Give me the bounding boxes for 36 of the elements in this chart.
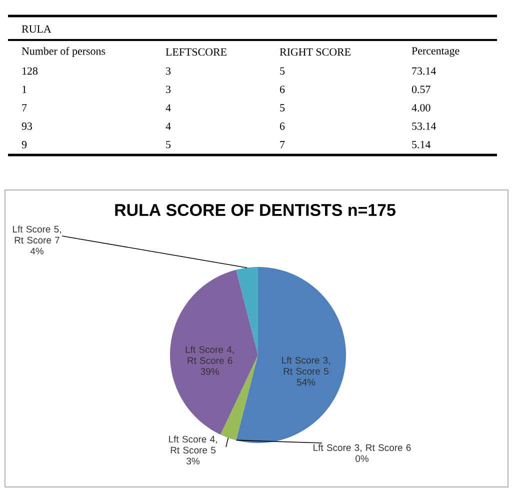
text: 7 bbox=[22, 104, 27, 112]
text: 5 bbox=[166, 140, 171, 148]
text: 53.14 bbox=[412, 122, 436, 130]
text: 0% bbox=[356, 455, 369, 462]
chart-title: RULA SCORE OF DENTISTS n=175 bbox=[115, 204, 396, 216]
data-label: 54% bbox=[296, 378, 316, 386]
text: 7 bbox=[280, 141, 285, 148]
category-label: Lft Score 3, Rt Score 6 bbox=[314, 444, 411, 452]
text: 5.14 bbox=[412, 140, 431, 148]
slice-label: Lft Score 4, Rt Score 5 bbox=[169, 436, 217, 454]
text: RULA bbox=[22, 25, 52, 33]
text: 4 bbox=[166, 104, 171, 112]
text: 4.00 bbox=[412, 104, 430, 112]
text: 3 bbox=[166, 86, 171, 94]
text: 4 bbox=[166, 122, 171, 130]
slice-label: Lft Score 3, Rt Score 5 bbox=[282, 356, 330, 375]
category-label: Number of persons bbox=[22, 46, 106, 58]
data-label: 39% bbox=[200, 368, 219, 375]
text: 5 bbox=[280, 104, 285, 112]
text: 93 bbox=[22, 122, 32, 130]
text: 73.14 bbox=[412, 67, 436, 75]
slice-label: Lft Score 4, Rt Score 6 bbox=[186, 346, 234, 364]
data-label: 3% bbox=[186, 458, 200, 464]
category-label: RIGHT SCORE bbox=[280, 48, 350, 56]
text: 3 bbox=[166, 67, 171, 75]
data-label: 4% bbox=[30, 248, 44, 254]
text: 6 bbox=[280, 86, 285, 94]
category-label: Percentage bbox=[412, 47, 460, 57]
category-label: LEFTSCORE bbox=[166, 48, 226, 56]
text: 6 bbox=[280, 122, 285, 130]
text: 5 bbox=[280, 67, 285, 75]
text: 1 bbox=[22, 86, 26, 94]
slice-label: Lft Score 5, Rt Score 7 bbox=[13, 226, 61, 244]
text: 128 bbox=[22, 67, 38, 75]
text: 0.57 bbox=[412, 86, 430, 94]
text: 9 bbox=[22, 140, 27, 148]
